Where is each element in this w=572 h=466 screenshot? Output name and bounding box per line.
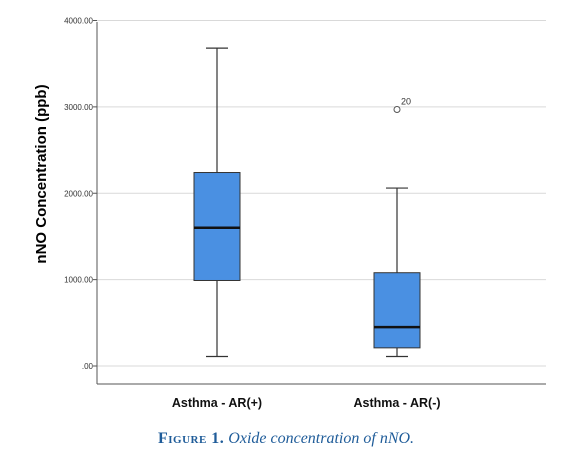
x-category-label: Asthma - AR(-) bbox=[353, 396, 440, 410]
iqr-box bbox=[373, 272, 421, 349]
y-tick-label: 4000.00 bbox=[64, 17, 93, 26]
y-tick-label: 3000.00 bbox=[64, 103, 93, 112]
y-axis-title: nNO Concentration (ppb) bbox=[33, 84, 50, 263]
y-tick-label: .00 bbox=[82, 362, 94, 371]
figure-number: Figure 1. bbox=[157, 430, 225, 447]
gridlines bbox=[97, 20, 546, 367]
box-group bbox=[193, 47, 241, 358]
y-tick-label: 1000.00 bbox=[64, 276, 93, 285]
caption-text: Oxide concentration of nNO. bbox=[228, 430, 415, 447]
outlier-label: 20 bbox=[401, 96, 411, 106]
figure-caption: Figure 1. Oxide concentration of nNO. bbox=[0, 430, 572, 448]
box-group: 20 bbox=[373, 96, 421, 358]
boxes: 20 bbox=[193, 47, 421, 358]
outlier-point bbox=[393, 105, 401, 113]
axes bbox=[96, 22, 546, 385]
x-category-label: Asthma - AR(+) bbox=[172, 396, 262, 410]
y-tick-label: 2000.00 bbox=[64, 189, 93, 198]
plot-area bbox=[97, 22, 546, 384]
iqr-box bbox=[193, 172, 241, 281]
x-category-labels: Asthma - AR(+) Asthma - AR(-) bbox=[172, 396, 441, 410]
box-plot-chart: .00 1000.00 2000.00 3000.00 4000.00 20 Asthm… bbox=[33, 17, 546, 410]
y-tick-labels: .00 1000.00 2000.00 3000.00 4000.00 bbox=[64, 17, 97, 371]
